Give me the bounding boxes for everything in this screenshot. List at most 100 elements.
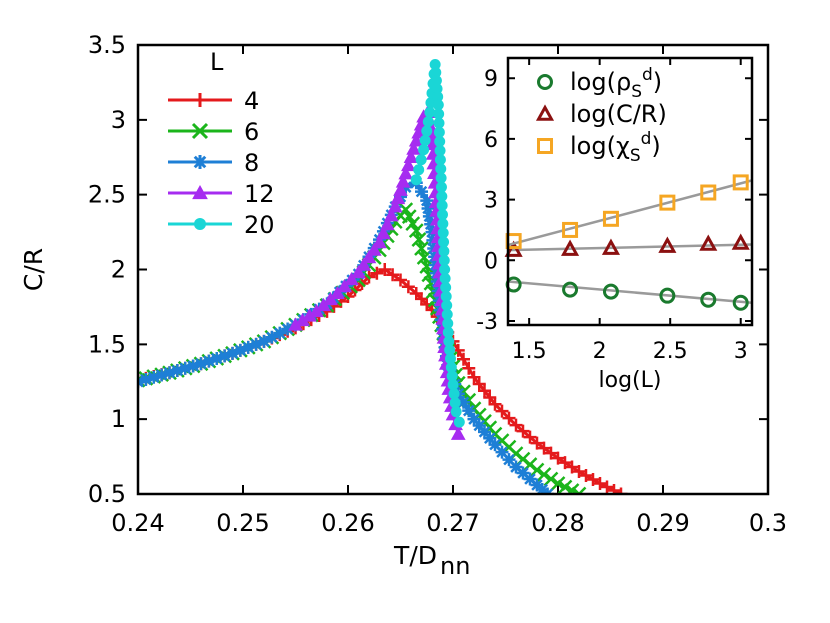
series-L8-point bbox=[186, 359, 200, 373]
inset-point bbox=[562, 281, 579, 298]
series-L20-point bbox=[444, 353, 456, 365]
series-L8-point bbox=[202, 354, 216, 368]
series-L8-point bbox=[249, 337, 263, 351]
series-L8-point bbox=[495, 445, 509, 459]
series-L8-point bbox=[457, 395, 470, 409]
series-L6-point bbox=[543, 471, 559, 487]
series-L12-point bbox=[395, 174, 411, 188]
series-L12-point bbox=[376, 226, 391, 240]
series-L20-point bbox=[413, 164, 425, 176]
legend-entry-L20: 20 bbox=[168, 211, 275, 239]
y-tick-label: 1 bbox=[111, 405, 126, 433]
series-L20-point bbox=[441, 308, 453, 320]
inset-y-tick-label: 0 bbox=[484, 249, 498, 274]
series-L4-point bbox=[523, 430, 537, 444]
series-L20-point bbox=[434, 145, 446, 157]
inset-series-0 bbox=[505, 276, 753, 311]
legend-title: L bbox=[210, 48, 224, 76]
series-L20-point bbox=[434, 135, 446, 147]
series-L20-point bbox=[433, 108, 445, 120]
series-L20-point bbox=[438, 236, 450, 248]
series-L20-point bbox=[436, 190, 448, 202]
inset-legend-label: log(χSd) bbox=[570, 129, 661, 166]
series-L4-point bbox=[516, 424, 530, 438]
inset-plot: 1.5 2 2.5 3 -3 0 3 6 9 log(L) log(ρSd)log(C/R)log(… bbox=[476, 56, 754, 393]
series-L8-point bbox=[265, 330, 279, 344]
series-L20-point bbox=[439, 264, 451, 275]
series-L8-point bbox=[421, 202, 435, 216]
series-L12-point bbox=[403, 149, 419, 163]
series-L4-point bbox=[488, 397, 502, 411]
series-L6-point bbox=[414, 241, 429, 256]
series-L12-point bbox=[330, 285, 345, 300]
series-L20-point bbox=[438, 245, 450, 257]
series-L20-point bbox=[442, 317, 454, 329]
series-L4-point bbox=[495, 404, 509, 418]
series-L6-point bbox=[536, 467, 552, 482]
series-L12-point bbox=[406, 141, 421, 155]
inset-legend-entry-1: log(C/R) bbox=[535, 100, 667, 128]
inset-point bbox=[699, 234, 718, 251]
legend-marker bbox=[192, 184, 208, 200]
inset-legend-label: log(C/R) bbox=[570, 100, 667, 128]
series-L20-point bbox=[446, 370, 458, 382]
series-L4-point bbox=[607, 484, 621, 494]
series-L20-point bbox=[438, 254, 450, 266]
inset-x-axis-label: log(L) bbox=[599, 368, 662, 393]
legend-marker bbox=[191, 122, 209, 140]
series-L6-point bbox=[405, 216, 421, 231]
x-tick-label: 0.24 bbox=[111, 509, 164, 537]
y-tick-label: 0.5 bbox=[88, 480, 126, 508]
legend-label: 20 bbox=[244, 211, 275, 239]
series-L20-point bbox=[443, 335, 455, 347]
x-axis-label: T/D bbox=[393, 541, 437, 570]
series-L4-point bbox=[509, 418, 523, 432]
inset-axes-frame bbox=[506, 56, 754, 327]
series-L8-point bbox=[178, 361, 192, 375]
inset-point bbox=[732, 174, 749, 191]
series-L20-point bbox=[429, 58, 441, 70]
series-L20-point bbox=[435, 163, 447, 175]
series-L8-point bbox=[155, 368, 169, 382]
series-L4-point bbox=[401, 280, 415, 294]
series-L20 bbox=[410, 58, 465, 428]
inset-fit-line bbox=[507, 280, 753, 304]
series-L12-point bbox=[450, 426, 466, 440]
series-L20-point bbox=[437, 209, 448, 221]
inset-point bbox=[700, 184, 717, 201]
series-L6-point bbox=[550, 476, 566, 491]
series-L12-point bbox=[351, 264, 366, 279]
inset-point bbox=[562, 221, 579, 238]
x-tick-label: 0.27 bbox=[426, 509, 479, 537]
series-L12-point bbox=[366, 242, 382, 256]
inset-point bbox=[658, 236, 677, 253]
series-L12-point bbox=[401, 157, 416, 172]
inset-x-tick-label: 3 bbox=[734, 339, 748, 364]
x-axis-label-subscript: nn bbox=[440, 552, 470, 580]
series-L20-point bbox=[436, 199, 448, 211]
inset-x-tick-label: 2.5 bbox=[653, 339, 688, 364]
series-L4-point bbox=[544, 446, 558, 460]
inset-legend-label: log(ρSd) bbox=[570, 65, 662, 102]
main-plot: 0.24 0.25 0.26 0.27 0.28 0.29 0.3 0.5 1 1.5 2 2.5 3 3… bbox=[19, 31, 787, 580]
series-L20-point bbox=[433, 126, 445, 138]
inset-y-tick-label: -3 bbox=[476, 310, 498, 335]
series-L6-point bbox=[408, 223, 424, 238]
series-L4-point bbox=[565, 460, 579, 474]
series-L4-point bbox=[614, 487, 628, 494]
inset-series-1 bbox=[504, 233, 753, 257]
series-L20-point bbox=[439, 272, 451, 284]
series-L6-point bbox=[529, 462, 545, 478]
legend-entry-L12: 12 bbox=[168, 180, 275, 208]
inset-y-tick-label: 6 bbox=[484, 128, 498, 153]
x-tick-label: 0.3 bbox=[749, 509, 787, 537]
series-L4-point bbox=[462, 361, 476, 375]
legend-marker bbox=[193, 93, 207, 107]
series-L8-point bbox=[273, 326, 287, 340]
series-L20-point bbox=[424, 106, 436, 118]
series-L12-point bbox=[372, 235, 387, 249]
series-L8-point bbox=[210, 352, 224, 366]
series-L4-point bbox=[502, 411, 516, 425]
series-L8-point bbox=[420, 194, 434, 208]
series-L20-point bbox=[440, 290, 452, 302]
